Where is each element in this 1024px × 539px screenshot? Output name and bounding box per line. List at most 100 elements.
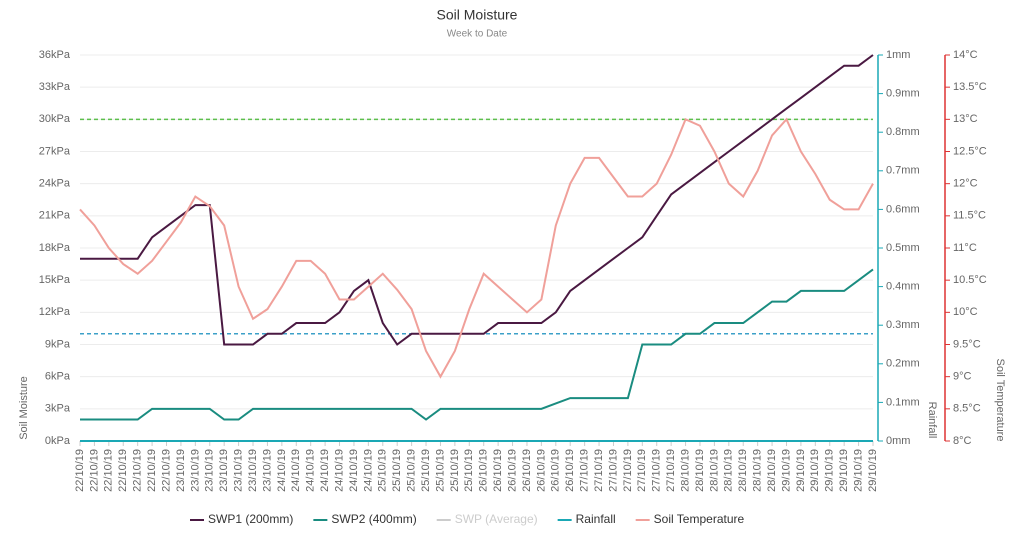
x-tick-label: 24/10/19 bbox=[305, 449, 317, 492]
series-line bbox=[79, 117, 874, 379]
x-tick-label: 27/10/19 bbox=[651, 449, 663, 492]
chart-subtitle: Week to Date bbox=[447, 29, 508, 40]
legend-label: SWP2 (400mm) bbox=[331, 512, 416, 526]
y-tick-label: 0kPa bbox=[45, 435, 71, 447]
x-tick-label: 24/10/19 bbox=[319, 449, 331, 492]
x-tick-label: 25/10/19 bbox=[377, 449, 389, 492]
x-tick-label: 26/10/19 bbox=[550, 449, 562, 492]
y-tick-label: 15kPa bbox=[39, 274, 71, 286]
x-tick-label: 28/10/19 bbox=[694, 449, 706, 492]
x-tick-label: 23/10/19 bbox=[218, 449, 230, 492]
x-tick-label: 29/10/19 bbox=[852, 449, 864, 492]
x-tick-label: 22/10/19 bbox=[74, 449, 86, 492]
y3-tick-label: 8°C bbox=[953, 435, 972, 447]
x-tick-label: 26/10/19 bbox=[521, 449, 533, 492]
x-tick-label: 24/10/19 bbox=[290, 449, 302, 492]
y3-tick-label: 12.5°C bbox=[953, 145, 987, 157]
y3-tick-label: 10°C bbox=[953, 306, 978, 318]
x-tick-label: 25/10/19 bbox=[420, 449, 432, 492]
y2-axis-title: Rainfall bbox=[926, 402, 938, 439]
x-tick-label: 27/10/19 bbox=[607, 449, 619, 492]
x-tick-label: 23/10/19 bbox=[233, 449, 245, 492]
x-tick-label: 25/10/19 bbox=[449, 449, 461, 492]
y2-tick-label: 0.3mm bbox=[886, 319, 920, 331]
y2-tick-label: 0.1mm bbox=[886, 396, 920, 408]
x-tick-label: 28/10/19 bbox=[708, 449, 720, 492]
y3-tick-label: 13°C bbox=[953, 113, 978, 125]
x-tick-label: 27/10/19 bbox=[665, 449, 677, 492]
x-tick-label: 22/10/19 bbox=[103, 449, 115, 492]
y-tick-label: 27kPa bbox=[39, 145, 71, 157]
x-tick-label: 29/10/19 bbox=[824, 449, 836, 492]
y2-tick-label: 0.2mm bbox=[886, 358, 920, 370]
x-tick-label: 27/10/19 bbox=[622, 449, 634, 492]
y3-tick-label: 10.5°C bbox=[953, 274, 987, 286]
x-tick-label: 28/10/19 bbox=[723, 449, 735, 492]
x-tick-label: 22/10/19 bbox=[160, 449, 172, 492]
y2-tick-label: 0.4mm bbox=[886, 281, 920, 293]
x-tick-label: 22/10/19 bbox=[88, 449, 100, 492]
y-tick-label: 24kPa bbox=[39, 178, 71, 190]
x-tick-label: 28/10/19 bbox=[766, 449, 778, 492]
x-tick-label: 28/10/19 bbox=[737, 449, 749, 492]
x-tick-label: 24/10/19 bbox=[362, 449, 374, 492]
x-tick-label: 27/10/19 bbox=[593, 449, 605, 492]
legend-label: SWP1 (200mm) bbox=[208, 512, 293, 526]
x-tick-label: 22/10/19 bbox=[132, 449, 144, 492]
x-tick-label: 26/10/19 bbox=[564, 449, 576, 492]
x-tick-label: 26/10/19 bbox=[506, 449, 518, 492]
x-tick-label: 26/10/19 bbox=[478, 449, 490, 492]
x-tick-label: 28/10/19 bbox=[752, 449, 764, 492]
chart-title: Soil Moisture bbox=[437, 7, 518, 23]
y-tick-label: 6kPa bbox=[45, 371, 71, 383]
x-tick-label: 24/10/19 bbox=[333, 449, 345, 492]
legend-label: SWP (Average) bbox=[455, 512, 538, 526]
x-tick-label: 25/10/19 bbox=[463, 449, 475, 492]
y3-tick-label: 13.5°C bbox=[953, 81, 987, 93]
y2-tick-label: 0.6mm bbox=[886, 203, 920, 215]
x-tick-label: 29/10/19 bbox=[867, 449, 879, 492]
y3-tick-label: 8.5°C bbox=[953, 403, 981, 415]
y-tick-label: 9kPa bbox=[45, 338, 71, 350]
x-tick-label: 29/10/19 bbox=[809, 449, 821, 492]
y-tick-label: 21kPa bbox=[39, 210, 71, 222]
y2-tick-label: 0.8mm bbox=[886, 126, 920, 138]
x-tick-label: 27/10/19 bbox=[579, 449, 591, 492]
y-tick-label: 33kPa bbox=[39, 81, 71, 93]
x-tick-label: 25/10/19 bbox=[391, 449, 403, 492]
y-tick-label: 30kPa bbox=[39, 113, 71, 125]
y2-tick-label: 1mm bbox=[886, 49, 910, 61]
x-tick-label: 25/10/19 bbox=[434, 449, 446, 492]
x-tick-label: 29/10/19 bbox=[838, 449, 850, 492]
y3-tick-label: 12°C bbox=[953, 178, 978, 190]
x-tick-label: 23/10/19 bbox=[247, 449, 259, 492]
x-tick-label: 24/10/19 bbox=[348, 449, 360, 492]
x-tick-label: 29/10/19 bbox=[780, 449, 792, 492]
y2-tick-label: 0.5mm bbox=[886, 242, 920, 254]
legend-label: Soil Temperature bbox=[654, 512, 745, 526]
y-tick-label: 3kPa bbox=[45, 403, 71, 415]
y3-tick-label: 9.5°C bbox=[953, 338, 981, 350]
x-tick-label: 25/10/19 bbox=[406, 449, 418, 492]
x-tick-label: 23/10/19 bbox=[261, 449, 273, 492]
x-tick-label: 28/10/19 bbox=[679, 449, 691, 492]
y-tick-label: 18kPa bbox=[39, 242, 71, 254]
x-tick-label: 23/10/19 bbox=[189, 449, 201, 492]
x-tick-label: 26/10/19 bbox=[535, 449, 547, 492]
x-tick-label: 23/10/19 bbox=[175, 449, 187, 492]
y3-tick-label: 11°C bbox=[953, 242, 977, 254]
y3-tick-label: 9°C bbox=[953, 371, 972, 383]
y3-axis-title: Soil Temperature bbox=[994, 359, 1006, 442]
x-tick-label: 26/10/19 bbox=[492, 449, 504, 492]
y3-tick-label: 14°C bbox=[953, 49, 978, 61]
y2-tick-label: 0.9mm bbox=[886, 88, 920, 100]
y3-tick-label: 11.5°C bbox=[953, 210, 986, 222]
legend-label: Rainfall bbox=[576, 512, 616, 526]
x-tick-label: 29/10/19 bbox=[795, 449, 807, 492]
y2-tick-label: 0mm bbox=[886, 435, 910, 447]
y2-tick-label: 0.7mm bbox=[886, 165, 920, 177]
y-axis-title: Soil Moisture bbox=[18, 376, 30, 440]
y-tick-label: 12kPa bbox=[39, 306, 71, 318]
series-line bbox=[80, 54, 874, 346]
